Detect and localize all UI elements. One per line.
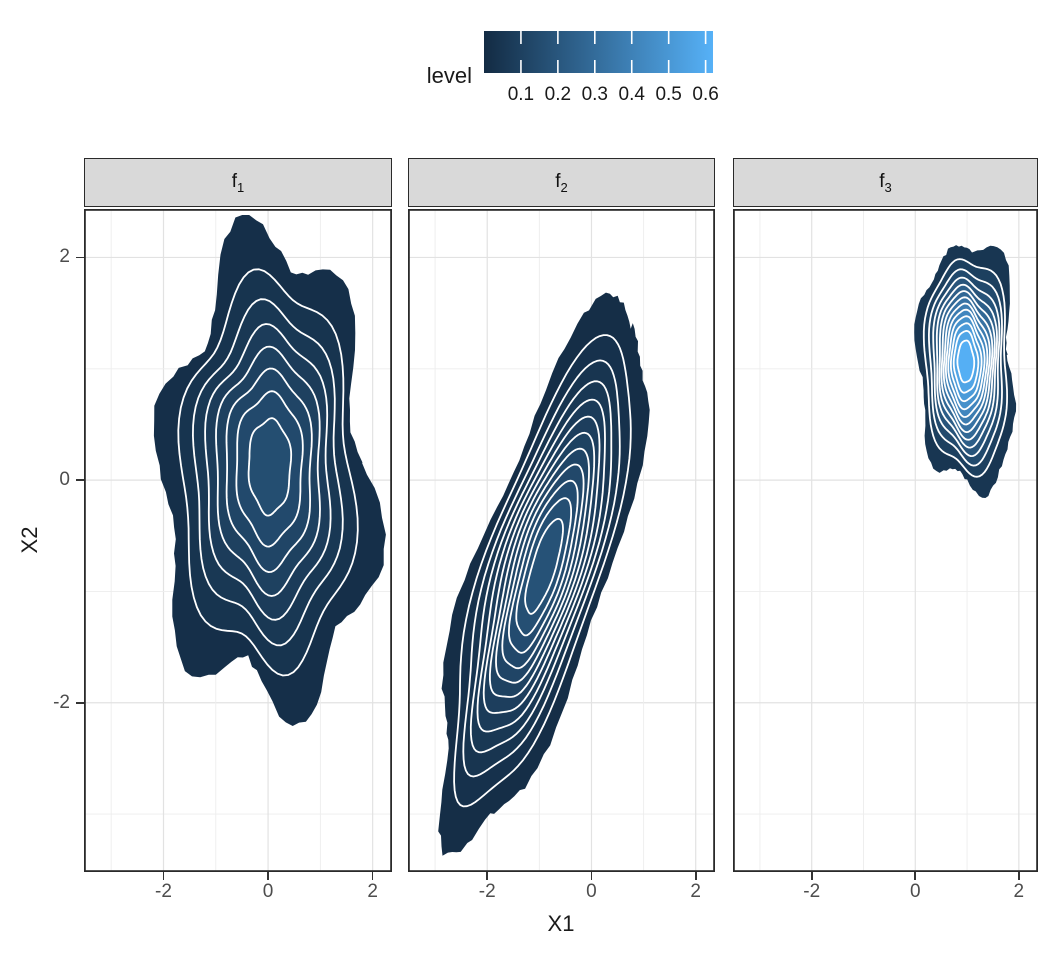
y-axis-tick-mark	[76, 256, 84, 259]
legend-colorbar	[484, 31, 713, 73]
panel-f2	[408, 209, 715, 872]
x-axis-tick-label: 0	[909, 881, 921, 902]
legend-tick-label: 0.1	[507, 84, 535, 105]
facet-strip-f1: f1	[84, 158, 392, 207]
x-axis-tick-mark	[914, 872, 917, 880]
facet-strip-label: f1	[231, 170, 245, 195]
panel-f3	[733, 209, 1038, 872]
x-axis-tick-mark	[267, 872, 269, 880]
y-axis-tick-label: -2	[53, 691, 70, 713]
x-axis-tick-label: 2	[690, 881, 701, 902]
panel-border	[84, 209, 392, 872]
legend-gradient-rect	[484, 31, 713, 73]
legend-tick-label: 0.6	[692, 84, 719, 105]
facet-strip-f2: f2	[408, 158, 715, 207]
contour-band-level-0.16	[247, 417, 293, 517]
x-axis-tick-mark	[371, 872, 374, 880]
panel-border	[733, 209, 1038, 872]
facet-strip-label: f2	[555, 170, 568, 195]
contour-band-level-0.61	[956, 339, 976, 384]
x-axis-tick-label: -2	[155, 881, 172, 902]
y-axis-tick-label: 0	[59, 469, 70, 491]
x-axis-tick-label: 0	[262, 881, 274, 902]
legend-title: level	[426, 63, 472, 88]
legend-tick-label: 0.3	[581, 84, 608, 105]
x-axis-tick-label: 2	[1013, 881, 1025, 902]
y-axis-tick-label: 2	[59, 246, 70, 268]
legend-tick-label: 0.4	[618, 84, 645, 105]
x-axis-tick-mark	[486, 872, 489, 880]
x-axis-tick-mark	[1018, 872, 1020, 880]
x-axis-tick-label: -2	[478, 881, 496, 902]
x-axis-title: X1	[547, 911, 575, 936]
facet-strip-label: f3	[879, 170, 892, 195]
x-axis-tick-label: -2	[803, 881, 821, 902]
legend-tick-label: 0.2	[544, 84, 572, 105]
contour-band-level-0.18	[524, 518, 564, 615]
facet-strip-f3: f3	[733, 158, 1038, 207]
panel-border	[408, 209, 715, 872]
x-axis-tick-label: 2	[367, 881, 378, 902]
x-axis-tick-mark	[694, 872, 697, 880]
y-axis-title: X2	[17, 526, 42, 554]
x-axis-tick-label: 0	[586, 881, 597, 902]
x-axis-tick-mark	[810, 872, 813, 880]
x-axis-tick-mark	[590, 872, 593, 880]
legend-tick-label: 0.5	[655, 84, 682, 105]
x-axis-tick-mark	[162, 872, 165, 880]
y-axis-tick-mark	[76, 479, 84, 481]
y-axis-tick-mark	[76, 702, 84, 704]
panel-f1	[84, 209, 392, 872]
